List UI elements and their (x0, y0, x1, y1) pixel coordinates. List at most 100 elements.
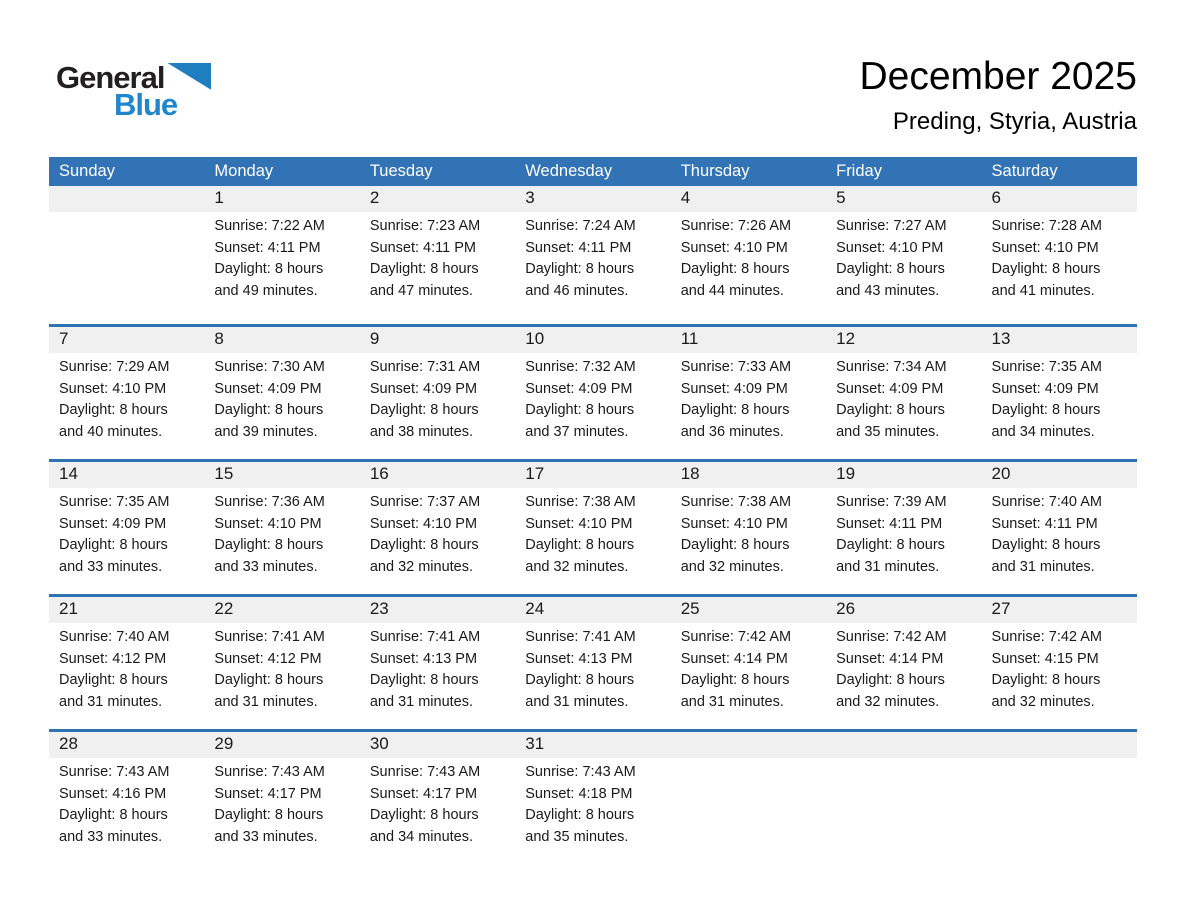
sunrise-text: Sunrise: 7:30 AM (214, 359, 325, 375)
day-cell: Sunrise: 7:43 AM Sunset: 4:17 PM Daylight:… (360, 758, 515, 848)
day-number: 11 (680, 329, 699, 348)
day-cell: Sunrise: 7:43 AM Sunset: 4:18 PM Daylight:… (515, 758, 670, 848)
daylight-text: and 39 minutes. (214, 423, 318, 440)
day-number (49, 186, 204, 212)
day-number: 5 (836, 188, 846, 207)
sunrise-text: Sunrise: 7:35 AM (991, 359, 1102, 375)
daylight-text: Daylight: 8 hours (525, 261, 635, 277)
daylight-text: Daylight: 8 hours (369, 402, 479, 418)
weekday-header-row: Sunday Monday Tuesday Wednesday Thursday… (49, 157, 1137, 186)
sunrise-text: Sunrise: 7:22 AM (214, 218, 325, 234)
sunset-text: Sunset: 4:16 PM (59, 785, 167, 802)
day-number-strip: 14 15 16 17 18 19 20 (49, 462, 1137, 488)
title-block: December 2025 Preding, Styria, Austria (860, 55, 1138, 136)
sunrise-text: Sunrise: 7:41 AM (369, 629, 481, 645)
sunset-text: Sunset: 4:10 PM (991, 239, 1099, 256)
daylight-text: Daylight: 8 hours (59, 672, 168, 688)
daylight-text: Daylight: 8 hours (991, 672, 1101, 688)
day-number: 9 (369, 329, 380, 348)
day-cell: Sunrise: 7:42 AM Sunset: 4:14 PM Daylight:… (671, 623, 826, 713)
day-cell: Sunrise: 7:42 AM Sunset: 4:14 PM Daylight:… (826, 623, 981, 713)
day-number: 13 (991, 329, 1011, 348)
sunset-text: Sunset: 4:10 PM (836, 239, 944, 256)
week-row: 7 8 9 10 11 12 13 Sunrise: 7:29 AM Sunset: 4:10 … (49, 324, 1137, 459)
daylight-text: Daylight: 8 hours (214, 402, 324, 418)
day-number: 20 (991, 464, 1011, 483)
sunset-text: Sunset: 4:14 PM (680, 650, 788, 667)
sunset-text: Sunset: 4:09 PM (369, 380, 478, 397)
day-cell: Sunrise: 7:34 AM Sunset: 4:09 PM Daylight:… (826, 353, 981, 443)
sunset-text: Sunset: 4:09 PM (214, 380, 322, 397)
daylight-text: and 38 minutes. (369, 423, 474, 440)
week-row: 1 2 3 4 5 6 Sunrise: 7:22 AM Sunset: 4:11 PM Day… (49, 186, 1137, 324)
weekday-header-monday: Monday (214, 162, 274, 180)
daylight-text: and 31 minutes. (680, 693, 784, 710)
day-number: 12 (836, 329, 856, 348)
sunrise-text: Sunrise: 7:38 AM (680, 494, 792, 510)
sunset-text: Sunset: 4:18 PM (525, 785, 633, 802)
day-number: 21 (59, 599, 78, 618)
day-cell: Sunrise: 7:23 AM Sunset: 4:11 PM Daylight:… (360, 212, 515, 302)
day-cell: Sunrise: 7:28 AM Sunset: 4:10 PM Daylight:… (982, 212, 1137, 302)
daylight-text: and 33 minutes. (214, 558, 318, 575)
daylight-text: and 32 minutes. (991, 693, 1095, 710)
day-number (982, 732, 1137, 758)
daylight-text: Daylight: 8 hours (214, 537, 324, 553)
day-cell: Sunrise: 7:38 AM Sunset: 4:10 PM Daylight:… (515, 488, 670, 578)
sunset-text: Sunset: 4:09 PM (680, 380, 788, 397)
sunset-text: Sunset: 4:11 PM (991, 515, 1098, 532)
sunrise-text: Sunrise: 7:40 AM (991, 494, 1102, 510)
daylight-text: and 32 minutes. (680, 558, 784, 575)
weekday-header-sunday: Sunday (59, 162, 115, 180)
daylight-text: Daylight: 8 hours (991, 261, 1101, 277)
daylight-text: Daylight: 8 hours (991, 537, 1101, 553)
daylight-text: Daylight: 8 hours (525, 402, 635, 418)
weekday-header-friday: Friday (836, 162, 882, 180)
sunrise-text: Sunrise: 7:38 AM (525, 494, 636, 510)
day-cell: Sunrise: 7:33 AM Sunset: 4:09 PM Daylight:… (671, 353, 826, 443)
sunrise-text: Sunrise: 7:42 AM (680, 629, 792, 645)
calendar: Sunday Monday Tuesday Wednesday Thursday… (49, 157, 1137, 864)
sunset-text: Sunset: 4:09 PM (991, 380, 1099, 397)
weekday-header-saturday: Saturday (991, 162, 1058, 180)
day-cell (982, 758, 1137, 848)
page-subtitle: Preding, Styria, Austria (892, 107, 1137, 135)
day-number: 10 (525, 329, 545, 348)
sunrise-text: Sunrise: 7:32 AM (525, 359, 636, 375)
sunrise-text: Sunrise: 7:37 AM (369, 494, 481, 510)
daylight-text: and 31 minutes. (369, 693, 474, 710)
day-cell (826, 758, 981, 848)
week-row: 14 15 16 17 18 19 20 Sunrise: 7:35 AM Sunset: 4:… (49, 459, 1137, 594)
daylight-text: and 35 minutes. (525, 828, 629, 845)
daylight-text: and 34 minutes. (369, 828, 474, 845)
sunset-text: Sunset: 4:09 PM (836, 380, 944, 397)
sunrise-text: Sunrise: 7:33 AM (680, 359, 792, 375)
sunset-text: Sunset: 4:11 PM (525, 239, 632, 256)
day-number: 6 (991, 188, 1001, 207)
week-row: 21 22 23 24 25 26 27 Sunrise: 7:40 AM Sunset: 4:… (49, 594, 1137, 729)
daylight-text: Daylight: 8 hours (214, 261, 324, 277)
sunset-text: Sunset: 4:09 PM (59, 515, 167, 532)
sunset-text: Sunset: 4:10 PM (369, 515, 478, 532)
sunset-text: Sunset: 4:09 PM (525, 380, 633, 397)
day-details-row: Sunrise: 7:43 AM Sunset: 4:16 PM Daylight:… (49, 758, 1137, 848)
sunrise-text: Sunrise: 7:43 AM (59, 764, 170, 780)
sunrise-text: Sunrise: 7:43 AM (369, 764, 481, 780)
day-cell: Sunrise: 7:29 AM Sunset: 4:10 PM Daylight:… (49, 353, 204, 443)
daylight-text: Daylight: 8 hours (214, 807, 324, 823)
day-number: 22 (214, 599, 234, 618)
daylight-text: and 31 minutes. (836, 558, 940, 575)
daylight-text: Daylight: 8 hours (680, 402, 790, 418)
sunrise-text: Sunrise: 7:43 AM (214, 764, 325, 780)
daylight-text: Daylight: 8 hours (680, 537, 790, 553)
sunrise-text: Sunrise: 7:39 AM (836, 494, 947, 510)
day-number: 26 (836, 599, 856, 618)
sunrise-text: Sunrise: 7:42 AM (836, 629, 947, 645)
day-cell: Sunrise: 7:22 AM Sunset: 4:11 PM Daylight:… (204, 212, 359, 302)
day-number: 15 (214, 464, 234, 483)
sunrise-text: Sunrise: 7:28 AM (991, 218, 1102, 234)
sunset-text: Sunset: 4:10 PM (59, 380, 167, 397)
day-number: 8 (214, 329, 224, 348)
sunset-text: Sunset: 4:17 PM (214, 785, 322, 802)
daylight-text: Daylight: 8 hours (525, 807, 635, 823)
